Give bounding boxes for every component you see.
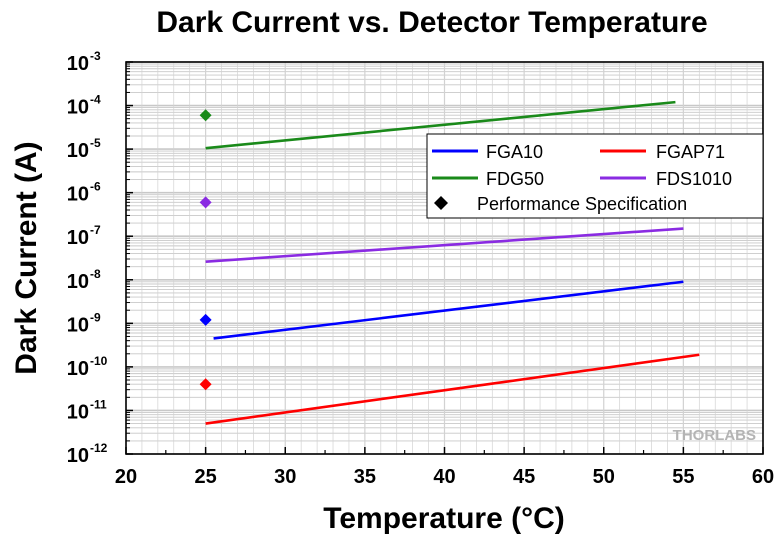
spec-marker-fdg50 [199, 109, 212, 122]
series-line-fga10 [213, 280, 684, 340]
legend-box [426, 133, 764, 219]
legend-label-fgap71: FGAP71 [656, 142, 725, 162]
legend-label-fds1010: FDS1010 [656, 169, 732, 189]
y-tick-exponent: -5 [90, 136, 101, 150]
y-tick-label: 10 [67, 271, 89, 293]
y-tick-label: 10 [67, 184, 89, 206]
x-tick-label: 40 [433, 466, 455, 488]
y-tick-label: 10 [67, 401, 89, 423]
y-tick-exponent: -4 [90, 93, 101, 107]
spec-marker-fds1010 [199, 196, 212, 209]
legend-label-fga10: FGA10 [486, 142, 543, 162]
x-tick-label: 45 [513, 466, 535, 488]
x-tick-label: 25 [195, 466, 217, 488]
x-axis-title: Temperature (°C) [323, 502, 564, 535]
x-tick-label: 50 [593, 466, 615, 488]
x-tick-label: 30 [274, 466, 296, 488]
y-tick-label: 10 [67, 97, 89, 119]
chart-title: Dark Current vs. Detector Temperature [156, 6, 707, 39]
y-tick-label: 10 [67, 140, 89, 162]
y-tick-label: 10 [67, 445, 89, 467]
y-tick-exponent: -11 [90, 397, 107, 411]
y-tick-exponent: -10 [90, 354, 108, 368]
specification-markers [199, 109, 212, 391]
x-tick-label: 55 [672, 466, 694, 488]
y-tick-exponent: -3 [90, 49, 101, 63]
y-tick-exponent: -8 [90, 267, 101, 281]
y-tick-exponent: -7 [90, 223, 101, 237]
thorlabs-watermark: THORLABS [673, 427, 756, 444]
y-tick-exponent: -12 [90, 441, 108, 455]
series-line-fds1010 [205, 227, 684, 264]
legend-spec-diamond-icon [434, 196, 448, 210]
legend-label-spec: Performance Specification [477, 194, 687, 214]
x-tick-label: 20 [115, 466, 137, 488]
series-line-fgap71 [205, 353, 700, 425]
legend-label-fdg50: FDG50 [486, 169, 544, 189]
y-tick-label: 10 [67, 227, 89, 249]
x-tick-label: 60 [752, 466, 774, 488]
series-line-fdg50 [205, 100, 676, 150]
legend: FGA10 FGAP71 FDG50 FDS1010 Performance S… [426, 133, 764, 219]
spec-marker-fgap71 [199, 378, 212, 391]
y-axis-title: Dark Current (A) [10, 141, 43, 374]
grid-lines [125, 61, 764, 455]
series-lines [205, 100, 700, 425]
y-tick-label: 10 [67, 314, 89, 336]
spec-marker-fga10 [199, 313, 212, 326]
y-tick-label: 10 [67, 53, 89, 75]
y-tick-exponent: -9 [90, 310, 101, 324]
x-tick-label: 35 [354, 466, 376, 488]
y-tick-label: 10 [67, 358, 89, 380]
y-tick-exponent: -6 [90, 180, 101, 194]
x-axis: 20 25 30 35 40 45 50 55 60 [115, 447, 774, 488]
